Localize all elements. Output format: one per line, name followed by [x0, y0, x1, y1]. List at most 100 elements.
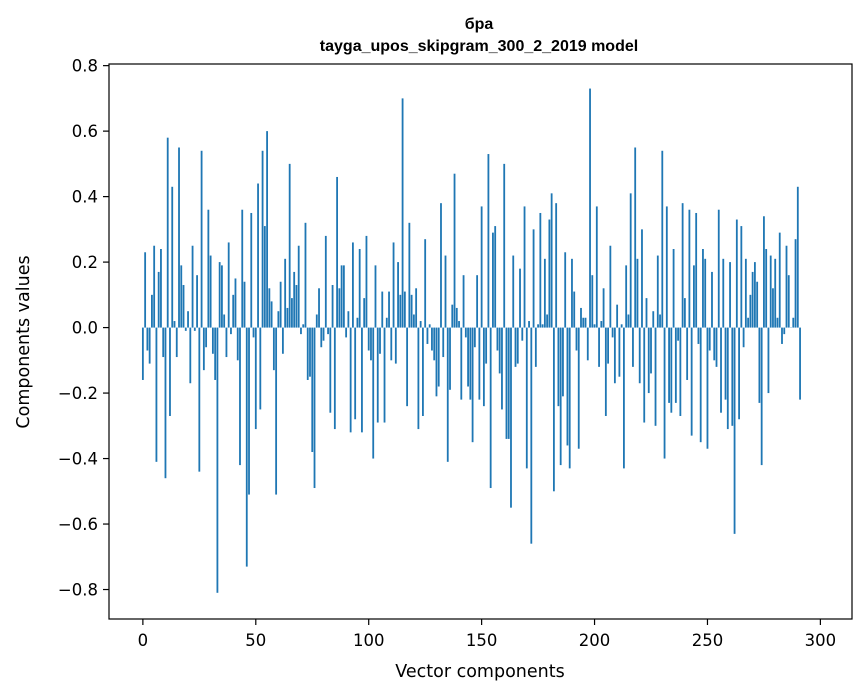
- bar-component-227: [654, 327, 657, 426]
- bar-component-22: [191, 245, 194, 328]
- bar-component-160: [503, 163, 506, 328]
- y-axis-label: Components values: [14, 255, 34, 428]
- bar-component-28: [205, 327, 208, 348]
- bar-component-92: [349, 327, 352, 433]
- y-tick-label: 0.6: [72, 122, 98, 141]
- bar-component-128: [431, 327, 433, 351]
- bar-component-41: [234, 278, 237, 328]
- bar-component-118: [408, 222, 411, 328]
- bar-component-207: [609, 245, 612, 328]
- bar-component-91: [347, 311, 350, 328]
- bar-component-272: [756, 281, 759, 328]
- bar-component-113: [397, 262, 399, 328]
- bar-component-45: [243, 281, 246, 328]
- bar-component-62: [281, 327, 284, 354]
- bar-component-15: [175, 327, 178, 358]
- bar-component-251: [708, 327, 711, 351]
- bar-component-205: [604, 327, 607, 416]
- bar-component-10: [164, 327, 167, 479]
- bar-component-37: [225, 327, 228, 358]
- bar-component-88: [340, 265, 343, 328]
- bar-component-64: [286, 307, 289, 328]
- bar-component-162: [507, 327, 510, 439]
- plot-frame: [108, 63, 853, 620]
- bar-component-252: [711, 271, 713, 328]
- bar-component-192: [575, 327, 578, 351]
- bar-component-154: [489, 327, 492, 489]
- bar-component-204: [602, 288, 605, 328]
- bar-component-94: [354, 327, 357, 420]
- y-tick-label: −0.6: [58, 515, 98, 534]
- bar-component-194: [580, 307, 582, 328]
- bar-component-196: [584, 317, 587, 328]
- bar-component-56: [268, 288, 271, 328]
- bar-component-146: [471, 327, 474, 443]
- bar-component-135: [446, 327, 449, 462]
- bar-component-238: [679, 327, 682, 416]
- bar-component-71: [302, 324, 305, 328]
- bar-component-208: [611, 327, 614, 338]
- bar-component-141: [460, 327, 463, 400]
- bar-component-130: [435, 327, 438, 397]
- bar-component-127: [428, 324, 431, 328]
- x-tick-label: 0: [138, 631, 149, 650]
- bar-component-95: [356, 317, 359, 328]
- y-tick-label: −0.4: [58, 450, 98, 469]
- bar-component-221: [641, 229, 643, 328]
- bar-component-26: [200, 150, 203, 328]
- bar-component-69: [297, 245, 300, 328]
- bar-component-122: [417, 327, 420, 430]
- bar-component-163: [510, 327, 512, 508]
- bar-component-200: [593, 324, 596, 328]
- bar-component-273: [758, 327, 761, 403]
- bar-component-101: [370, 327, 372, 361]
- x-tick-label: 50: [245, 631, 266, 650]
- bar-component-9: [162, 327, 165, 358]
- bar-component-158: [498, 327, 501, 374]
- chart-title: бра: [465, 16, 494, 33]
- bar-component-173: [532, 229, 535, 328]
- bar-component-78: [318, 288, 320, 328]
- bar-component-5: [153, 245, 156, 328]
- bar-component-188: [566, 327, 569, 446]
- bar-component-68: [295, 285, 298, 328]
- bar-component-112: [394, 327, 397, 364]
- bar-component-233: [668, 327, 670, 403]
- bar-component-40: [232, 294, 235, 328]
- bar-component-1: [144, 252, 147, 328]
- bar-component-198: [589, 88, 591, 328]
- bar-component-229: [659, 314, 661, 328]
- bar-component-240: [683, 298, 686, 328]
- y-tick-label: −0.2: [58, 384, 98, 403]
- bar-component-125: [424, 239, 427, 328]
- bar-component-275: [763, 216, 765, 328]
- bar-component-266: [742, 327, 745, 348]
- bar-component-131: [437, 327, 440, 387]
- bar-component-86: [336, 176, 338, 328]
- bar-component-157: [496, 327, 499, 351]
- bar-component-132: [440, 203, 442, 328]
- bar-component-7: [157, 271, 160, 328]
- bar-component-55: [266, 131, 268, 328]
- bar-component-30: [209, 255, 212, 328]
- bar-component-223: [645, 298, 648, 328]
- bar-component-24: [196, 275, 198, 328]
- bar-component-38: [227, 242, 230, 328]
- bar-component-98: [363, 298, 366, 328]
- bar-component-166: [516, 327, 519, 364]
- bars: [141, 88, 801, 593]
- bar-component-34: [218, 262, 221, 328]
- bar-component-11: [166, 137, 169, 328]
- bar-component-70: [300, 327, 302, 335]
- bar-component-261: [731, 327, 734, 426]
- bar-component-57: [270, 301, 273, 328]
- bar-component-105: [379, 327, 381, 354]
- bar-component-190: [571, 258, 573, 328]
- chart-subtitle: tayga_upos_skipgram_300_2_2019 model: [320, 38, 638, 55]
- bar-component-244: [693, 265, 695, 328]
- bar-component-256: [720, 327, 722, 413]
- bar-component-18: [182, 285, 185, 328]
- bar-component-236: [674, 327, 677, 403]
- bar-component-54: [263, 226, 266, 328]
